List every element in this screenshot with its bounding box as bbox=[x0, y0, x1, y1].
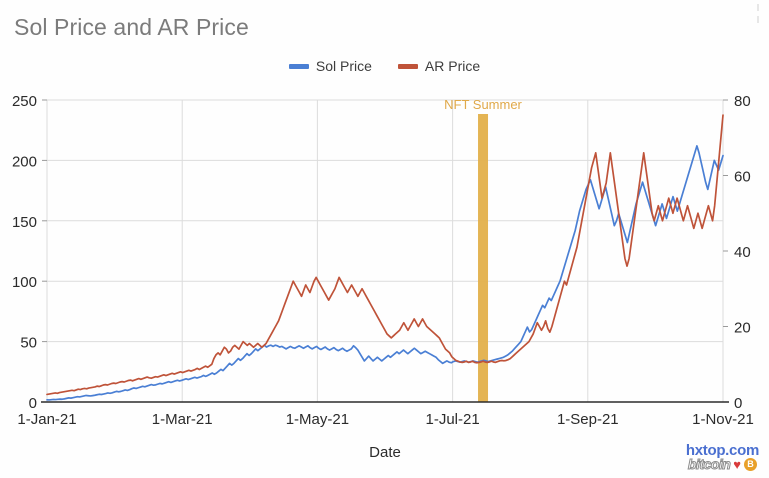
watermark-sub: bitcoin ♥ B bbox=[686, 457, 759, 472]
y-axis-left-tick-label: 200 bbox=[12, 153, 37, 170]
bitcoin-icon: B bbox=[743, 458, 757, 472]
x-axis-tick-label: 1-Jan-21 bbox=[17, 411, 76, 428]
annotation-layer bbox=[478, 114, 489, 402]
x-axis-tick-label: 1-Sep-21 bbox=[557, 411, 619, 428]
annotation-label-nft-summer: NFT Summer bbox=[444, 97, 522, 112]
x-axis-tick-label: 1-Nov-21 bbox=[692, 411, 754, 428]
series-layer bbox=[46, 114, 724, 401]
axes-layer bbox=[41, 99, 729, 403]
x-axis-tick-label: 1-Jul-21 bbox=[425, 411, 479, 428]
x-axis-tick-label: 1-May-21 bbox=[286, 411, 349, 428]
legend-item-sol-price[interactable]: Sol Price bbox=[288, 58, 372, 74]
y-axis-right-tick-label: 80 bbox=[734, 93, 751, 110]
y-axis-left-tick-label: 100 bbox=[12, 274, 37, 291]
gridlines bbox=[46, 99, 724, 402]
y-axis-right-tick-label: 0 bbox=[734, 395, 742, 412]
y-axis-right-tick-label: 20 bbox=[734, 320, 751, 337]
legend-swatch-sol-price bbox=[288, 63, 309, 69]
y-axis-left-tick-label: 150 bbox=[12, 214, 37, 231]
series-line-sol-price bbox=[46, 145, 724, 401]
annotation-band-nft-summer bbox=[478, 114, 489, 402]
y-axis-left-tick-label: 0 bbox=[29, 395, 37, 412]
heart-icon: ♥ bbox=[733, 457, 741, 473]
legend-label-ar-price: AR Price bbox=[424, 58, 481, 74]
corner-mark-2 bbox=[757, 16, 759, 23]
y-axis-left-tick-label: 50 bbox=[20, 335, 37, 352]
chart-title: Sol Price and AR Price bbox=[14, 14, 249, 40]
corner-marks bbox=[757, 4, 763, 34]
axis-labels-layer: 0 50 100 150 200 250 0 20 40 60 80 1-Jan-21 1-Mar-21… bbox=[12, 93, 754, 461]
chart-legend: Sol Price AR Price bbox=[0, 58, 769, 74]
corner-mark-1 bbox=[757, 4, 759, 11]
watermark-domain: hxtop.com bbox=[685, 441, 759, 459]
legend-item-ar-price[interactable]: AR Price bbox=[397, 58, 481, 74]
y-axis-left-tick-label: 250 bbox=[12, 93, 37, 110]
legend-label-sol-price: Sol Price bbox=[315, 58, 372, 74]
watermark-word: bitcoin bbox=[687, 456, 731, 473]
watermark: hxtop.com bitcoin ♥ B bbox=[685, 441, 759, 472]
y-axis-right-tick-label: 60 bbox=[734, 169, 751, 186]
x-axis-title: Date bbox=[369, 444, 401, 461]
y-axis-right-tick-label: 40 bbox=[734, 244, 751, 261]
x-axis-tick-label: 1-Mar-21 bbox=[152, 411, 213, 428]
series-line-ar-price bbox=[46, 114, 724, 396]
legend-swatch-ar-price bbox=[397, 63, 418, 69]
